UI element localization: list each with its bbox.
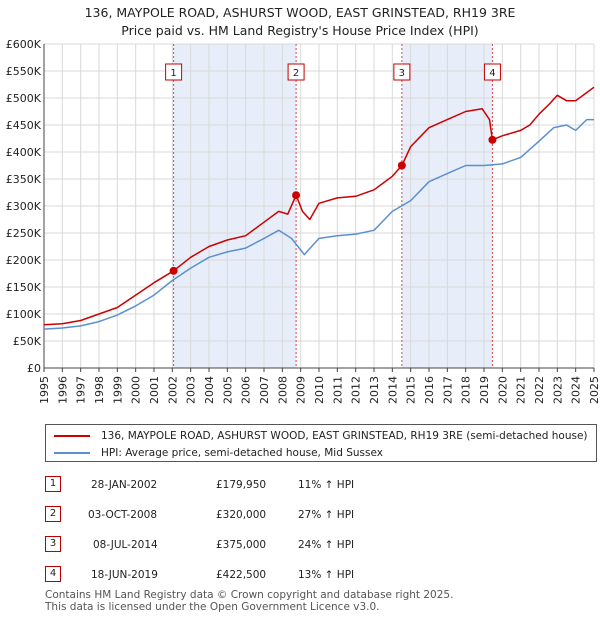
sale-number-label: 1 (170, 68, 176, 79)
x-tick-label: 2004 (203, 376, 216, 404)
sale-number-box (165, 63, 183, 81)
sale-number-badge: 1 (45, 476, 61, 492)
sale-price: £422,500 (216, 569, 267, 581)
sale-number-badge: 3 (45, 536, 61, 552)
sale-price: £320,000 (216, 509, 267, 521)
sale-hpi-change: 24% ↑ HPI (298, 539, 355, 551)
sale-number-badge: 2 (45, 506, 61, 522)
x-tick-label: 2020 (496, 376, 509, 404)
legend-label-hpi: HPI: Average price, semi-detached house,… (101, 447, 383, 459)
hpi-line (43, 118, 594, 330)
property-price-line (43, 86, 595, 326)
x-tick-label: 1997 (75, 376, 88, 404)
x-tick-label: 2016 (423, 376, 436, 404)
sale-marker (169, 266, 178, 275)
footer: Contains HM Land Registry data © Crown c… (45, 589, 453, 613)
sale-date: 08-JUL-2014 (93, 539, 158, 551)
x-tick-label: 2022 (533, 376, 546, 404)
price-chart: £0 £50K £100K £150K £200K £250K £300K £350K £400… (6, 38, 600, 404)
sale-price: £179,950 (216, 479, 267, 491)
y-tick-label: £350K (6, 173, 42, 186)
x-tick-label: 2014 (386, 376, 399, 404)
x-tick-label: 2012 (350, 376, 363, 404)
y-tick-label: £550K (6, 65, 42, 78)
y-tick-label: £600K (6, 38, 42, 51)
sale-marker (488, 135, 497, 144)
y-tick-label: £100K (6, 308, 42, 321)
sale-number-label: 4 (489, 68, 495, 79)
y-tick-label: £450K (6, 119, 42, 132)
x-tick-label: 2023 (551, 376, 564, 404)
sale-number-box (393, 63, 411, 81)
x-tick-label: 2017 (441, 376, 454, 404)
x-tick-label: 2025 (588, 376, 600, 404)
x-tick-label: 2010 (313, 376, 326, 404)
sale-marker (397, 161, 406, 170)
sale-date: 28-JAN-2002 (91, 479, 158, 491)
sale-date: 03-OCT-2008 (88, 509, 157, 521)
x-tick-label: 2015 (405, 376, 418, 404)
x-tick-label: 2019 (478, 376, 491, 404)
legend-label-property: 136, MAYPOLE ROAD, ASHURST WOOD, EAST GR… (101, 430, 588, 442)
legend-swatch-property (54, 435, 90, 437)
sale-number-badge: 4 (45, 566, 61, 582)
x-tick-label: 2005 (221, 376, 234, 404)
x-tick-label: 1999 (111, 376, 124, 404)
y-tick-label: £250K (6, 227, 42, 240)
x-tick-label: 1995 (38, 376, 51, 404)
sale-row: 2 03-OCT-2008 £320,000 27% ↑ HPI (45, 506, 597, 526)
sale-number-box (287, 63, 305, 81)
footer-license: This data is licensed under the Open Gov… (45, 601, 380, 613)
legend-item-property: 136, MAYPOLE ROAD, ASHURST WOOD, EAST GR… (54, 428, 588, 444)
y-tick-label: £300K (6, 200, 42, 213)
x-tick-label: 1998 (93, 376, 106, 404)
x-tick-label: 2021 (515, 376, 528, 404)
x-tick-label: 2003 (185, 376, 198, 404)
x-tick-label: 2002 (166, 376, 179, 404)
sale-hpi-change: 27% ↑ HPI (298, 509, 355, 521)
x-tick-label: 2001 (148, 376, 161, 404)
sale-row: 4 18-JUN-2019 £422,500 13% ↑ HPI (45, 566, 597, 586)
x-tick-label: 1996 (56, 376, 69, 404)
footer-copyright: Contains HM Land Registry data © Crown c… (45, 589, 454, 601)
legend: 136, MAYPOLE ROAD, ASHURST WOOD, EAST GR… (45, 424, 597, 462)
sale-hpi-change: 11% ↑ HPI (298, 479, 355, 491)
sale-hpi-change: 13% ↑ HPI (298, 569, 355, 581)
sale-number-label: 3 (399, 68, 405, 79)
y-tick-label: £200K (6, 254, 42, 267)
x-tick-label: 2018 (460, 376, 473, 404)
legend-swatch-hpi (54, 452, 90, 454)
legend-item-hpi: HPI: Average price, semi-detached house,… (54, 445, 383, 461)
x-tick-label: 2011 (331, 376, 344, 404)
x-tick-label: 2024 (570, 376, 583, 404)
y-tick-label: £0 (27, 362, 41, 375)
x-tick-label: 2000 (130, 376, 143, 404)
y-tick-label: £400K (6, 146, 42, 159)
y-tick-label: £500K (6, 92, 42, 105)
y-tick-label: £50K (13, 335, 42, 348)
x-tick-label: 2006 (240, 376, 253, 404)
chart-title: 136, MAYPOLE ROAD, ASHURST WOOD, EAST GR… (84, 5, 516, 20)
sale-date: 18-JUN-2019 (91, 569, 158, 581)
x-tick-label: 2007 (258, 376, 271, 404)
sale-row: 1 28-JAN-2002 £179,950 11% ↑ HPI (45, 476, 597, 496)
y-tick-label: £150K (6, 281, 42, 294)
chart-subtitle: Price paid vs. HM Land Registry's House … (121, 23, 479, 38)
sale-number-box (483, 63, 501, 81)
sale-price: £375,000 (216, 539, 267, 551)
x-tick-label: 2009 (295, 376, 308, 404)
x-tick-label: 2008 (276, 376, 289, 404)
sale-row: 3 08-JUL-2014 £375,000 24% ↑ HPI (45, 536, 597, 556)
x-tick-label: 2013 (368, 376, 381, 404)
sale-number-label: 2 (293, 68, 299, 79)
sale-marker (292, 191, 301, 200)
